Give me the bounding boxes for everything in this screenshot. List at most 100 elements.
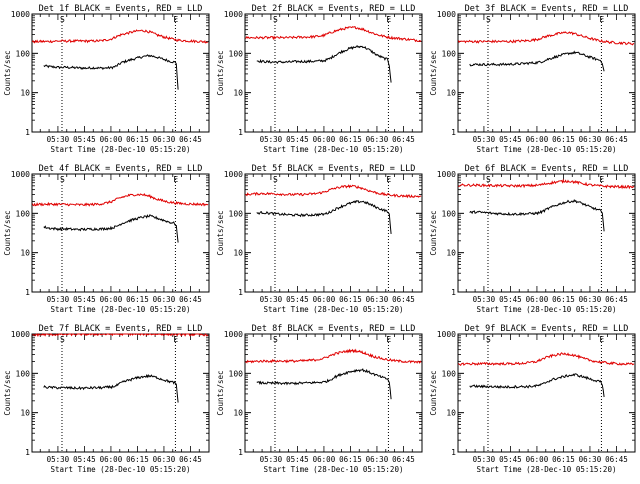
y-tick-label: 10 [446, 89, 456, 98]
plot-frame [31, 13, 210, 133]
x-tick-label: 05:30 [47, 295, 70, 304]
y-tick-label: 10 [233, 249, 243, 258]
x-tick-label: 06:30 [366, 295, 389, 304]
y-tick-label: 1 [451, 448, 456, 457]
x-tick-label: 06:45 [179, 455, 202, 464]
x-tick-label: 06:45 [605, 295, 628, 304]
y-axis-label: Counts/sec [3, 50, 12, 95]
x-tick-label: 06:30 [579, 295, 602, 304]
y-tick-label: 1000 [224, 330, 243, 339]
y-tick-label: 1000 [437, 10, 456, 19]
lld-series-line [458, 178, 635, 190]
y-tick-label: 100 [229, 209, 244, 218]
x-tick-label: 05:30 [260, 295, 283, 304]
y-tick-label: 1 [25, 128, 30, 137]
x-axis-label: Start Time (28-Dec-10 05:15:20) [264, 145, 404, 154]
x-tick-label: 05:45 [73, 455, 96, 464]
start-marker-label: S [486, 15, 491, 24]
x-axis-label: Start Time (28-Dec-10 05:15:20) [51, 465, 191, 474]
end-marker-label: E [173, 175, 178, 184]
x-tick-label: 06:45 [179, 135, 202, 144]
detector-panel-3: Det 3f BLACK = Events, RED = LLD 1 10 100 10… [429, 4, 636, 154]
x-tick-label: 06:15 [126, 135, 149, 144]
y-tick-label: 10 [446, 249, 456, 258]
detector-panel-7: Det 7f BLACK = Events, RED = LLD 1 10 100 10… [3, 324, 210, 474]
panel-title: Det 6f BLACK = Events, RED = LLD [465, 164, 629, 174]
y-tick-label: 1000 [437, 330, 456, 339]
x-tick-label: 06:45 [392, 135, 415, 144]
end-marker-label: E [386, 335, 391, 344]
x-tick-label: 06:15 [339, 135, 362, 144]
x-tick-label: 06:15 [552, 455, 575, 464]
x-axis-label: Start Time (28-Dec-10 05:15:20) [477, 465, 617, 474]
lld-series-line [31, 193, 209, 207]
x-tick-label: 06:30 [579, 455, 602, 464]
y-axis-label: Counts/sec [216, 370, 225, 415]
y-tick-label: 1 [238, 288, 243, 297]
y-tick-label: 1 [25, 448, 30, 457]
x-tick-label: 06:45 [179, 295, 202, 304]
panel-title: Det 8f BLACK = Events, RED = LLD [252, 324, 416, 334]
x-tick-label: 06:30 [366, 135, 389, 144]
detector-panel-6: Det 6f BLACK = Events, RED = LLD 1 10 100 10… [429, 164, 636, 314]
start-marker-label: S [486, 335, 491, 344]
x-tick-label: 06:30 [153, 295, 176, 304]
x-tick-label: 06:15 [126, 455, 149, 464]
lld-series-line [31, 29, 209, 44]
events-series-line [43, 214, 179, 243]
y-tick-label: 100 [16, 49, 31, 58]
x-tick-label: 06:00 [100, 455, 123, 464]
x-tick-label: 06:15 [552, 135, 575, 144]
y-axis-label: Counts/sec [216, 210, 225, 255]
events-series-line [469, 199, 605, 232]
x-axis-label: Start Time (28-Dec-10 05:15:20) [51, 305, 191, 314]
y-axis-label: Counts/sec [3, 210, 12, 255]
x-tick-label: 06:00 [313, 455, 336, 464]
x-tick-label: 05:45 [73, 295, 96, 304]
y-tick-label: 1000 [11, 10, 30, 19]
lld-series-line [245, 184, 422, 199]
events-series-line [43, 54, 179, 90]
x-axis-label: Start Time (28-Dec-10 05:15:20) [264, 305, 404, 314]
plot-frame [244, 333, 423, 453]
y-tick-label: 10 [20, 89, 30, 98]
y-tick-label: 10 [20, 409, 30, 418]
y-tick-label: 100 [442, 49, 457, 58]
plot-frame [457, 333, 636, 453]
x-tick-label: 06:00 [313, 135, 336, 144]
x-tick-label: 06:15 [339, 455, 362, 464]
y-tick-label: 1000 [437, 170, 456, 179]
x-tick-label: 05:30 [473, 455, 496, 464]
x-axis-label: Start Time (28-Dec-10 05:15:20) [477, 145, 617, 154]
x-tick-label: 06:30 [153, 455, 176, 464]
y-axis-label: Counts/sec [216, 50, 225, 95]
plot-frame [244, 173, 423, 293]
panel-title: Det 3f BLACK = Events, RED = LLD [465, 4, 629, 14]
detector-panel-8: Det 8f BLACK = Events, RED = LLD 1 10 100 10… [216, 324, 423, 474]
panel-title: Det 7f BLACK = Events, RED = LLD [39, 324, 203, 334]
y-tick-label: 100 [16, 369, 31, 378]
detector-panel-4: Det 4f BLACK = Events, RED = LLD 1 10 100 10… [3, 164, 210, 314]
y-tick-label: 1 [238, 448, 243, 457]
x-tick-label: 06:45 [605, 455, 628, 464]
events-series-line [43, 373, 179, 403]
x-tick-label: 06:15 [339, 295, 362, 304]
x-tick-label: 05:30 [473, 135, 496, 144]
start-marker-label: S [60, 175, 65, 184]
y-tick-label: 1000 [224, 170, 243, 179]
y-tick-label: 1 [451, 128, 456, 137]
x-tick-label: 05:30 [260, 455, 283, 464]
events-series-line [256, 368, 392, 400]
x-axis-label: Start Time (28-Dec-10 05:15:20) [51, 145, 191, 154]
x-tick-label: 06:15 [126, 295, 149, 304]
end-marker-label: E [599, 15, 604, 24]
start-marker-label: S [273, 335, 278, 344]
x-tick-label: 06:45 [392, 295, 415, 304]
x-tick-label: 06:30 [153, 135, 176, 144]
y-tick-label: 10 [446, 409, 456, 418]
x-tick-label: 05:45 [499, 295, 522, 304]
x-tick-label: 05:30 [47, 135, 70, 144]
plot-frame [31, 333, 210, 453]
